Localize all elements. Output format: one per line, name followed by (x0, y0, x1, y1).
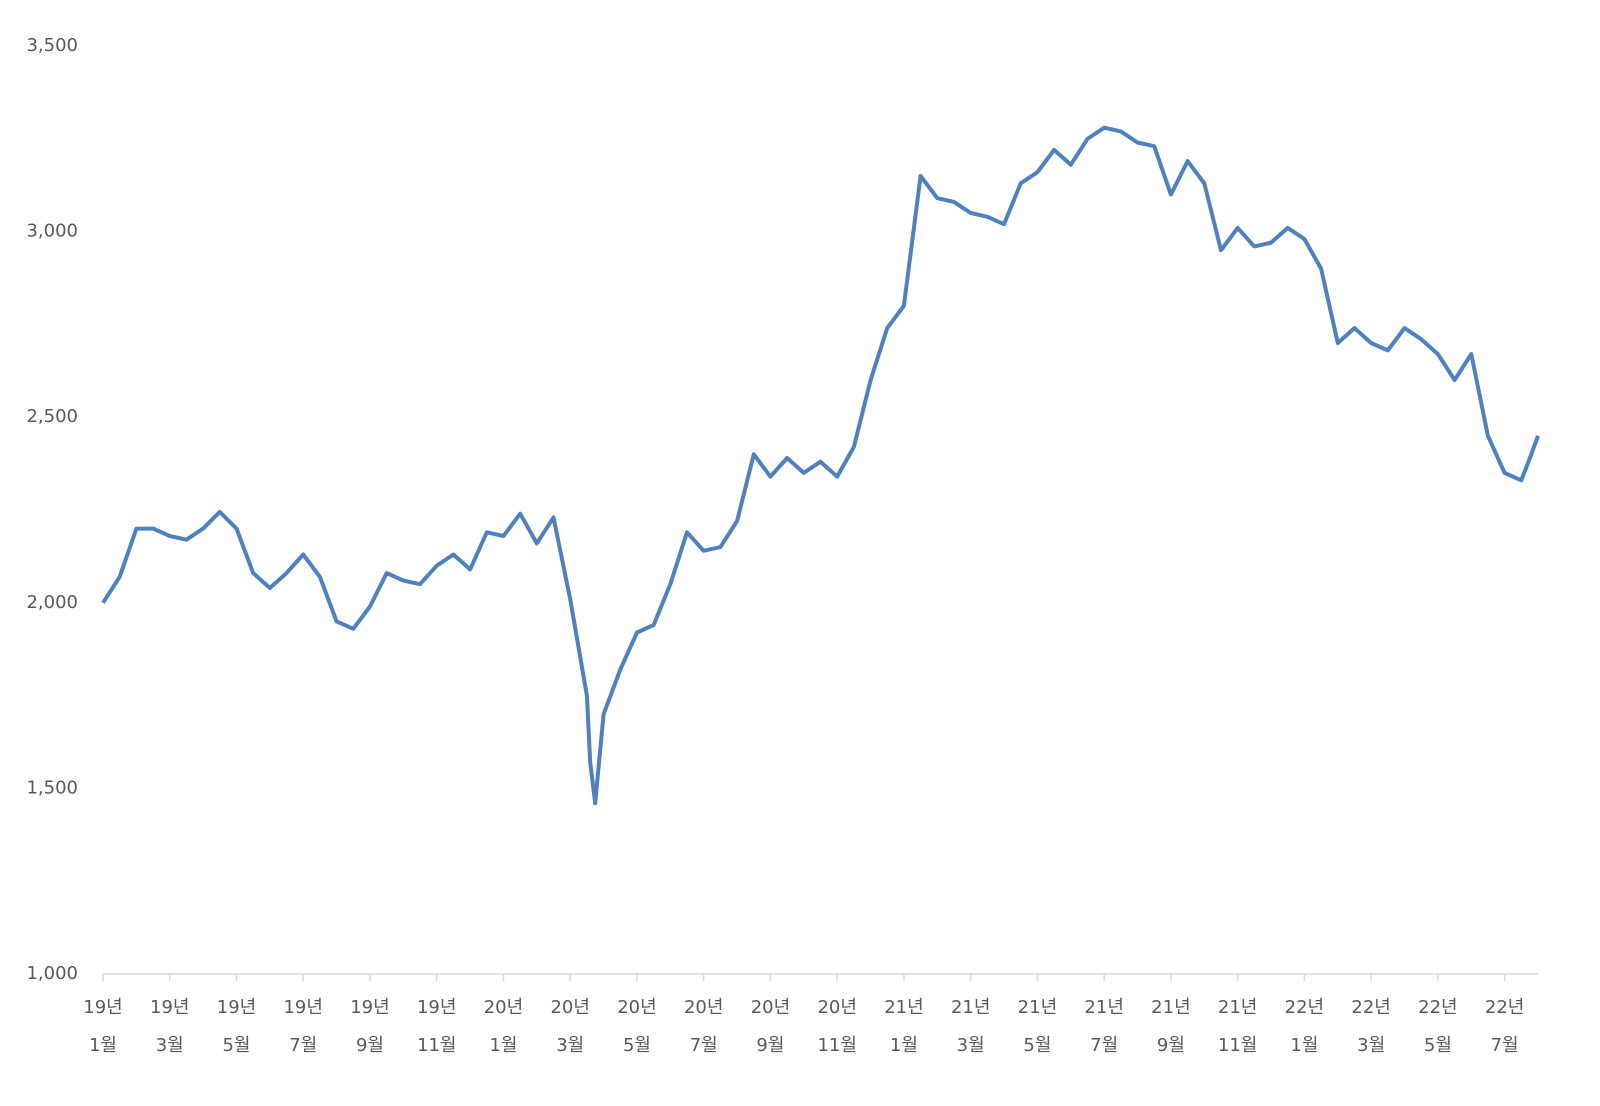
x-tick-label: 20년 11월 (817, 997, 856, 1056)
x-tick-label: 22년 7월 (1485, 997, 1524, 1056)
x-tick-label: 22년 3월 (1351, 997, 1390, 1056)
y-tick-label: 2,000 (26, 592, 78, 613)
x-tick-label: 20년 7월 (684, 997, 723, 1056)
x-tick-label: 21년 1월 (884, 997, 923, 1056)
x-tick-label: 21년 11월 (1218, 997, 1257, 1056)
y-tick-label: 1,000 (26, 963, 78, 984)
x-tick-label: 20년 1월 (484, 997, 523, 1056)
y-tick-label: 2,500 (26, 406, 78, 427)
x-tick-label: 22년 5월 (1418, 997, 1457, 1056)
y-tick-label: 1,500 (26, 777, 78, 798)
line-series (101, 125, 1540, 806)
x-tick-label: 19년 1월 (83, 997, 122, 1056)
x-tick-label: 19년 9월 (350, 997, 389, 1056)
x-tick-label: 19년 7월 (283, 997, 322, 1056)
x-tick-label: 20년 9월 (751, 997, 790, 1056)
x-tick-label: 21년 5월 (1018, 997, 1057, 1056)
x-tick-label: 21년 9월 (1151, 997, 1190, 1056)
x-tick-label: 20년 3월 (550, 997, 589, 1056)
x-tick-label: 22년 1월 (1285, 997, 1324, 1056)
x-tick-label: 21년 7월 (1084, 997, 1123, 1056)
x-tick-label: 21년 3월 (951, 997, 990, 1056)
x-tick-label: 19년 11월 (417, 997, 456, 1056)
x-tick-label: 20년 5월 (617, 997, 656, 1056)
x-tick-label: 19년 5월 (217, 997, 256, 1056)
y-tick-label: 3,000 (26, 221, 78, 242)
y-tick-label: 3,500 (26, 35, 78, 56)
x-tick-label: 19년 3월 (150, 997, 189, 1056)
